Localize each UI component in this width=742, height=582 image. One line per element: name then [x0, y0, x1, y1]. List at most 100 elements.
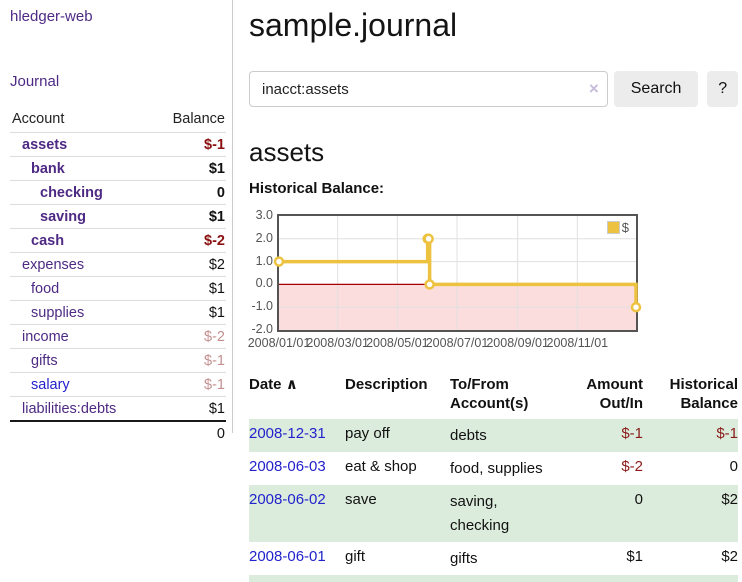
transaction-row: 2008-06-03 eat & shop food, supplies $-2 0	[249, 452, 738, 485]
transaction-date-link[interactable]: 2008-06-03	[249, 458, 326, 475]
account-balance: $-2	[151, 228, 226, 253]
account-balance: $-1	[151, 348, 226, 373]
accounts-total-balance: 0	[151, 420, 226, 445]
account-row: bank $1	[10, 156, 226, 181]
transaction-row: 2008-12-31 pay off debts $-1 $-1	[249, 419, 738, 452]
account-row: checking 0	[10, 180, 226, 205]
search-form: × Search ?	[249, 71, 738, 107]
chart-y-axis-label: 2.0	[255, 230, 273, 245]
register-header-accounts: To/From Account(s)	[450, 376, 529, 412]
account-link[interactable]: salary	[31, 377, 70, 393]
legend-label: $	[621, 220, 629, 235]
transaction-description: gift	[345, 548, 366, 565]
account-heading: assets	[249, 137, 325, 167]
account-row: assets $-1	[10, 132, 226, 157]
chart-title: Historical Balance:	[249, 180, 385, 197]
transaction-accounts: salary	[450, 575, 562, 582]
transaction-balance: $2	[721, 548, 738, 565]
chart-x-axis-label: 2008/09/01	[486, 336, 549, 350]
transaction-date-link[interactable]: 2008-12-31	[249, 425, 326, 442]
account-balance: $1	[151, 396, 226, 421]
transaction-row: 2008-06-01 gift gifts $1 $2	[249, 542, 738, 575]
transaction-accounts: debts	[450, 419, 562, 452]
chart-canvas	[273, 216, 642, 330]
transaction-balance: $2	[643, 485, 738, 542]
account-link[interactable]: cash	[31, 233, 65, 249]
accounts-total-row: 0	[10, 420, 226, 445]
help-button[interactable]: ?	[707, 71, 738, 107]
transaction-description: save	[345, 485, 450, 542]
transaction-accounts: saving, checking	[450, 485, 562, 542]
transaction-accounts: gifts	[450, 550, 478, 567]
chart-y-axis-label: 3.0	[255, 208, 273, 222]
account-column-header: Account	[12, 111, 65, 127]
account-link[interactable]: food	[31, 281, 60, 297]
chart-x-axis-label: 2008/03/01	[306, 336, 369, 350]
account-balance: $1	[151, 300, 226, 325]
transaction-balance: $-1	[643, 419, 738, 452]
register-header-date[interactable]: Date ∧	[249, 376, 298, 393]
register-header-description: Description	[345, 376, 428, 393]
accounts-table: Account Balance assets $-1 bank $1 checking 0…	[10, 107, 226, 445]
chart-x-axis-label: 2008/05/01	[366, 336, 429, 350]
app-title-link[interactable]: hledger-web	[10, 8, 93, 25]
transaction-row: 2008-06-02 save saving, checking 0 $2	[249, 485, 738, 542]
transaction-description: pay off	[345, 419, 450, 452]
account-link[interactable]: gifts	[31, 353, 58, 369]
transaction-amount: $1	[562, 575, 643, 582]
transaction-amount: $-2	[621, 458, 643, 475]
nav-journal-link[interactable]: Journal	[10, 73, 60, 90]
transaction-date-link[interactable]: 2008-06-01	[249, 548, 326, 565]
account-balance: $1	[151, 276, 226, 301]
register-header-amount: Amount Out/In	[586, 376, 643, 412]
account-link[interactable]: checking	[40, 185, 103, 201]
account-row: saving $1	[10, 204, 226, 229]
search-button[interactable]: Search	[613, 71, 699, 107]
sidebar: hledger-web Journal Account Balance asse…	[0, 0, 233, 445]
account-row: supplies $1	[10, 300, 226, 325]
account-link[interactable]: bank	[31, 161, 65, 177]
legend-swatch-icon	[606, 221, 620, 234]
chart-plot-area	[273, 214, 642, 332]
account-balance: $2	[151, 252, 226, 277]
chart-legend: $	[606, 220, 629, 235]
account-balance: $-1	[151, 132, 226, 157]
transaction-balance: $1	[643, 575, 738, 582]
account-link[interactable]: supplies	[31, 305, 85, 321]
balance-column-header: Balance	[172, 111, 225, 127]
main-content: sample.journal × Search ? assets Histori…	[247, 0, 738, 582]
account-balance: $-2	[151, 324, 226, 349]
account-balance: $-1	[151, 372, 226, 397]
account-row: gifts $-1	[10, 348, 226, 373]
account-link[interactable]: income	[22, 329, 69, 345]
chart-y-axis-label: 0.0	[255, 276, 273, 291]
account-link[interactable]: liabilities:debts	[22, 401, 117, 417]
chart-y-axis-label: -2.0	[251, 322, 273, 336]
account-row: liabilities:debts $1	[10, 396, 226, 421]
chart-y-axis-label: -1.0	[251, 299, 273, 314]
account-link[interactable]: expenses	[22, 257, 85, 273]
clear-search-icon[interactable]: ×	[588, 79, 599, 98]
account-row: income $-2	[10, 324, 226, 349]
account-row: food $1	[10, 276, 226, 301]
transaction-amount: 0	[562, 485, 643, 542]
chart-x-axis-label: 2008/07/01	[425, 336, 489, 350]
register-header-balance: Historical Balance	[669, 376, 738, 412]
account-link[interactable]: saving	[40, 209, 86, 225]
transaction-date-link[interactable]: 2008-06-02	[249, 491, 326, 508]
search-input[interactable]	[249, 71, 608, 107]
account-row: expenses $2	[10, 252, 226, 277]
transaction-amount: $-1	[562, 419, 643, 452]
historical-balance-chart: 3.0 2.0 1.0 0.0 -1.0 -2.0 2008/01/01 2008/03/0…	[247, 208, 642, 350]
transaction-description: income	[345, 575, 450, 582]
transaction-accounts: food, supplies	[450, 460, 543, 477]
account-balance: $1	[151, 156, 226, 181]
accounts-header-row: Account Balance	[10, 107, 226, 133]
register-table: Date ∧ Description To/From Account(s) Am…	[249, 373, 738, 582]
chart-x-axis-label: 2008/01/01	[247, 336, 311, 350]
account-link[interactable]: assets	[22, 137, 68, 153]
account-balance: 0	[151, 180, 226, 205]
register-header-row: Date ∧ Description To/From Account(s) Am…	[249, 373, 738, 419]
transaction-balance: 0	[729, 458, 738, 475]
